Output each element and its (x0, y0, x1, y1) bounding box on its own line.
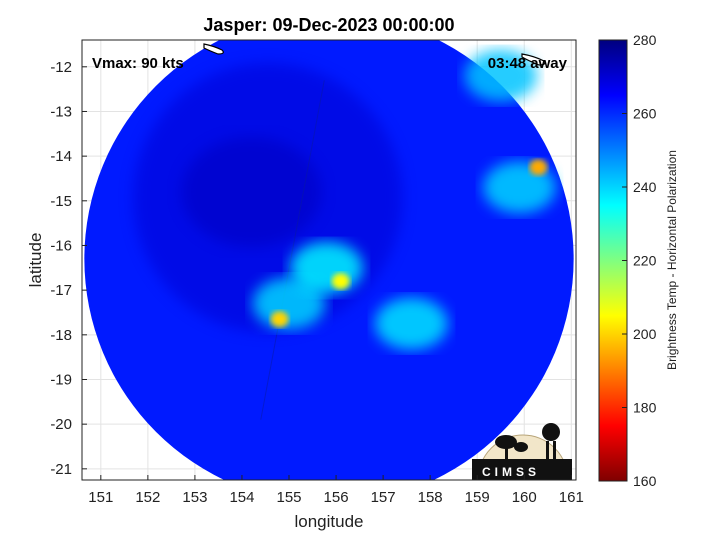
x-tick-label: 155 (276, 489, 301, 506)
y-tick-label: -12 (50, 59, 72, 76)
colorbar-tick-label: 280 (633, 32, 657, 48)
colorbar-tick-label: 240 (633, 179, 657, 195)
eye-region (181, 136, 322, 247)
cold-feature (270, 311, 289, 328)
time-away-annotation: 03:48 away (488, 55, 568, 72)
x-tick-label: 154 (229, 489, 254, 506)
y-tick-label: -19 (50, 371, 72, 388)
chart-title: Jasper: 09-Dec-2023 00:00:00 (203, 15, 454, 35)
cold-feature (374, 297, 448, 350)
y-axis-ticks: -12 -13 -14 -15 -16 -17 -18 -19 -20 -21 (50, 59, 87, 478)
y-tick-label: -21 (50, 461, 72, 478)
y-axis-label: latitude (26, 233, 45, 288)
y-tick-label: -16 (50, 237, 72, 254)
x-tick-label: 161 (559, 489, 584, 506)
x-tick-label: 151 (88, 489, 113, 506)
colorbar-ticks: 160 180 200 220 240 260 280 (622, 32, 657, 489)
x-tick-label: 157 (371, 489, 396, 506)
y-tick-label: -14 (50, 148, 72, 165)
vmax-annotation: Vmax: 90 kts (92, 55, 184, 72)
x-tick-label: 158 (418, 489, 443, 506)
island-shape (203, 43, 224, 55)
y-tick-label: -20 (50, 416, 72, 433)
x-axis-label: longitude (294, 512, 363, 531)
colorbar-tick-label: 260 (633, 106, 657, 122)
cimss-logo: CIMSS (472, 423, 572, 481)
scan-seam (260, 80, 325, 420)
colorbar-tick-label: 220 (633, 253, 657, 269)
x-tick-label: 156 (324, 489, 349, 506)
logo-text: CIMSS (482, 465, 540, 479)
x-tick-label: 153 (182, 489, 207, 506)
colorbar-tick-label: 180 (633, 400, 657, 416)
colorbar-tick-label: 200 (633, 326, 657, 342)
x-tick-label: 152 (135, 489, 160, 506)
colorbar-label: Brightness Temp - Horizontal Polarizatio… (665, 150, 679, 370)
y-tick-label: -15 (50, 193, 72, 210)
y-tick-label: -17 (50, 282, 72, 299)
y-tick-label: -13 (50, 103, 72, 120)
island-shape-2 (521, 53, 546, 66)
cold-cloud-features (252, 49, 556, 350)
x-tick-label: 159 (465, 489, 490, 506)
cold-feature (252, 277, 326, 330)
cold-feature (290, 241, 364, 294)
cold-feature (464, 49, 538, 102)
x-tick-label: 160 (512, 489, 537, 506)
y-tick-label: -18 (50, 327, 72, 344)
colorbar-tick-label: 160 (633, 473, 657, 489)
x-axis-ticks: 151 152 153 154 155 156 157 158 159 160 161 (88, 475, 584, 506)
cold-feature (331, 273, 350, 290)
cold-feature (529, 159, 548, 176)
